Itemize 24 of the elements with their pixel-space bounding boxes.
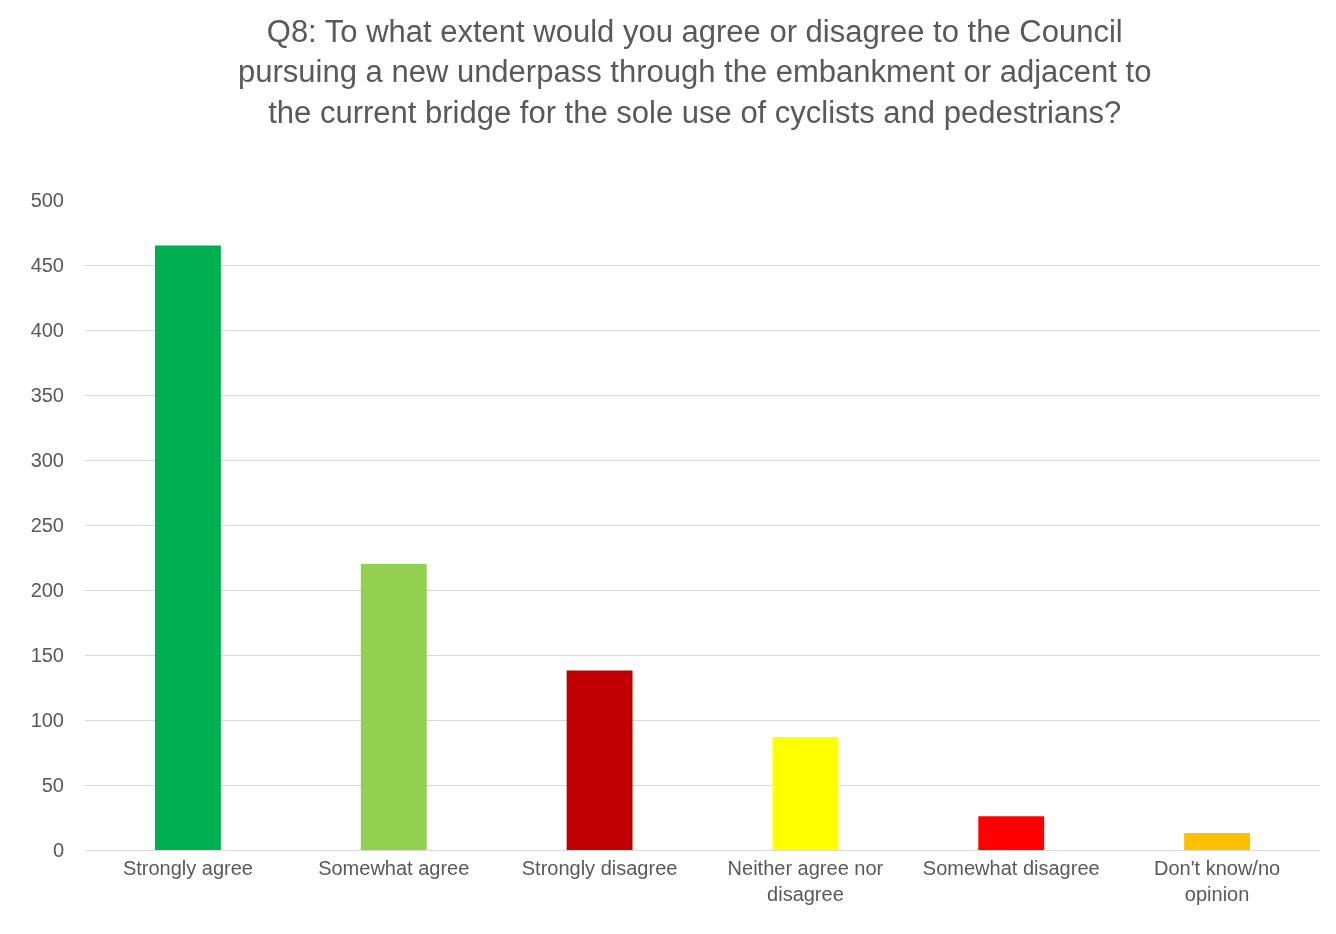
- y-tick-label: 0: [52, 839, 64, 861]
- y-tick-label: 500: [30, 189, 64, 211]
- x-tick-label: Somewhat agree: [318, 857, 470, 879]
- y-tick-label: 300: [30, 449, 64, 471]
- bar: [1184, 833, 1251, 850]
- bar: [978, 816, 1045, 850]
- x-tick-label: Strongly agree: [122, 857, 253, 879]
- x-tick-label: Strongly disagree: [521, 857, 678, 879]
- y-tick-label: 450: [30, 254, 64, 276]
- y-tick-label: 100: [30, 709, 64, 731]
- y-tick-label: 200: [30, 579, 64, 601]
- y-tick-label: 400: [30, 319, 64, 341]
- bar: [360, 564, 427, 850]
- bar: [154, 245, 221, 850]
- x-tick-label: Don't know/no opinion: [1154, 857, 1281, 905]
- y-tick-label: 250: [30, 514, 64, 536]
- bar: [772, 736, 839, 850]
- y-tick-label: 150: [30, 644, 64, 666]
- chart-title: Q8: To what extent would you agree or disagree to the Council pursuing a new underpass through the embankment or adjacent to the current bridge for the sole use of cyclists and pedestrians?: [238, 14, 1152, 130]
- bar: [566, 670, 633, 850]
- y-tick-label: 50: [41, 774, 64, 796]
- x-tick-label: Somewhat disagree: [922, 857, 1100, 879]
- y-tick-label: 350: [30, 384, 64, 406]
- x-tick-label: Neither agree nor disagree: [727, 857, 884, 905]
